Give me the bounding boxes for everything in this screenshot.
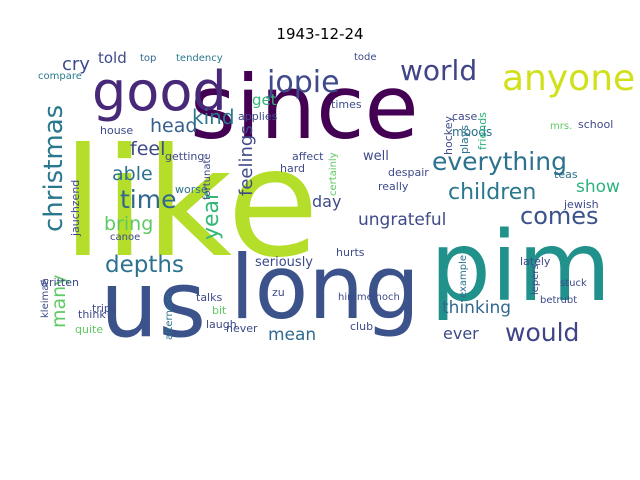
- word-us: us: [100, 251, 206, 358]
- word-show: show: [576, 177, 620, 197]
- word-laugh: laugh: [206, 318, 237, 331]
- word-compare: compare: [38, 71, 82, 82]
- word-worse: worse: [175, 183, 208, 196]
- word-trips: trips: [92, 302, 117, 315]
- word-think: think: [78, 308, 106, 321]
- word-plays: plays: [458, 125, 471, 154]
- word-cry: cry: [62, 54, 90, 75]
- word-lepers: lepers: [530, 264, 541, 295]
- chart-title: 1943-12-24: [276, 25, 364, 43]
- word-bring: bring: [104, 213, 153, 235]
- word-hurts: hurts: [336, 246, 365, 259]
- word-lately: lately: [520, 255, 551, 268]
- word-friends: friends: [476, 112, 489, 150]
- word-anyone: anyone: [502, 58, 635, 99]
- word-despair: despair: [388, 166, 429, 179]
- word-zu: zu: [272, 286, 285, 299]
- word-top: top: [140, 53, 156, 64]
- word-getting: getting: [165, 150, 204, 163]
- word-himmelhoch: himmelhoch: [338, 292, 400, 303]
- word-never: never: [226, 322, 258, 335]
- word-tendency: tendency: [176, 53, 223, 64]
- word-club: club: [350, 320, 373, 333]
- word-bit: bit: [212, 304, 227, 317]
- word-get: get: [252, 91, 277, 109]
- word-school: school: [578, 118, 613, 131]
- word-applies: applies: [238, 110, 278, 123]
- word-christmas: christmas: [39, 105, 69, 232]
- word-jewish: jewish: [563, 198, 599, 211]
- word-time: time: [120, 185, 176, 214]
- word-thinking: thinking: [442, 298, 511, 318]
- word-house: house: [100, 124, 133, 137]
- word-ever: ever: [443, 324, 479, 343]
- word-moods: moods: [452, 125, 492, 139]
- word-jopie: jopie: [266, 65, 340, 100]
- word-feelings: feelings: [236, 125, 257, 196]
- word-affect: affect: [292, 150, 324, 163]
- word-children: children: [448, 180, 536, 205]
- word-able: able: [112, 163, 153, 185]
- word-talks: talks: [196, 291, 222, 304]
- word-comes: comes: [520, 202, 599, 230]
- word-year: year: [199, 190, 224, 240]
- word-mean: mean: [268, 325, 316, 345]
- word-many: many: [48, 275, 70, 328]
- word-since: since: [190, 56, 419, 159]
- word-canoe: canoe: [110, 232, 140, 243]
- word-like: like: [62, 117, 319, 291]
- word-hockey: hockey: [442, 116, 455, 155]
- word-kleiman: kleiman: [40, 278, 51, 318]
- word-stuck: stuck: [560, 278, 587, 289]
- word-told: told: [98, 49, 127, 67]
- word-afternoon: afternoon: [164, 292, 175, 340]
- word-hard: hard: [280, 162, 305, 175]
- word-times: times: [331, 98, 362, 111]
- word-fortunate: fortunate: [202, 153, 213, 200]
- word-feel: feel: [130, 138, 165, 160]
- word-really: really: [378, 180, 409, 193]
- word-written: written: [40, 276, 79, 289]
- word-quite: quite: [75, 323, 103, 336]
- word-case: case: [452, 110, 478, 123]
- word-teas: teas: [554, 168, 578, 181]
- word-certainly: certainly: [328, 152, 339, 196]
- word-kind: kind: [192, 105, 235, 129]
- word-well: well: [363, 149, 389, 164]
- word-betrubt: betrubt: [540, 295, 577, 306]
- word-ungrateful: ungrateful: [358, 210, 446, 230]
- word-everything: everything: [432, 147, 567, 176]
- word-pim: pim: [430, 211, 611, 323]
- word-long: long: [230, 236, 420, 339]
- word-would: would: [505, 318, 579, 347]
- word-seriously: seriously: [255, 255, 313, 270]
- word-head: head: [150, 115, 197, 137]
- word-mrs-: mrs.: [550, 121, 572, 132]
- word-example: example: [458, 255, 469, 298]
- word-depths: depths: [105, 252, 184, 278]
- word-day: day: [312, 192, 341, 211]
- word-jauchzend: jauchzend: [69, 180, 82, 237]
- word-world: world: [400, 54, 477, 87]
- word-tode: tode: [354, 52, 377, 63]
- word-good: good: [92, 60, 227, 123]
